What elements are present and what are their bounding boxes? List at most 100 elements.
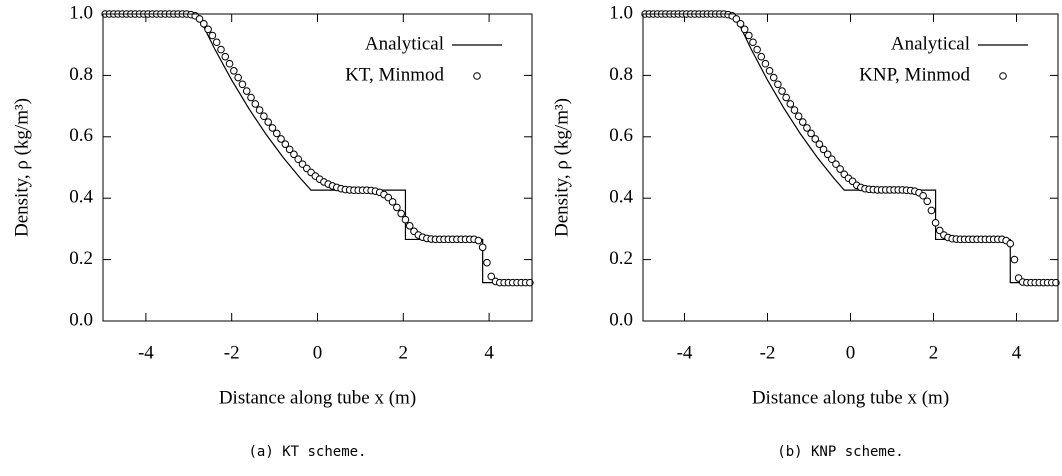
x-tick-label: 2 — [399, 342, 409, 363]
y-tick-label: 0.2 — [69, 248, 93, 269]
data-point — [474, 236, 483, 245]
data-point — [923, 197, 932, 206]
legend-marker — [473, 72, 481, 80]
data-point — [230, 66, 238, 75]
x-tick-label: 0 — [313, 342, 323, 363]
x-tick-label: -2 — [224, 342, 240, 363]
data-point — [290, 150, 298, 159]
data-point — [807, 129, 815, 138]
data-point — [1006, 239, 1015, 248]
data-point — [794, 112, 803, 121]
data-point — [749, 38, 757, 47]
data-point — [931, 218, 940, 227]
data-point — [782, 93, 790, 102]
data-point — [774, 80, 782, 89]
data-point — [247, 93, 255, 102]
data-point — [255, 106, 264, 114]
y-tick-label: 1.0 — [69, 2, 93, 23]
y-tick-label: 0.2 — [609, 248, 633, 269]
data-point — [790, 106, 799, 114]
data-point — [732, 15, 741, 23]
data-point — [786, 100, 795, 108]
y-tick-label: 0.4 — [69, 187, 93, 208]
data-point — [393, 203, 401, 212]
y-axis-label: Density, ρ (kg/m³) — [551, 98, 572, 237]
data-point — [935, 226, 944, 235]
data-point — [285, 145, 294, 154]
caption: (b) KNP scheme. — [777, 444, 903, 460]
data-point — [281, 140, 290, 148]
data-point — [832, 160, 840, 168]
x-axis-label: Distance along tube x (m) — [752, 387, 949, 408]
y-tick-label: 0.6 — [69, 125, 93, 146]
legend-label: KT, Minmod — [345, 64, 444, 85]
y-tick-label: 0.0 — [69, 309, 93, 330]
data-point — [778, 87, 786, 95]
data-point — [478, 243, 487, 252]
data-point — [200, 20, 208, 28]
data-point — [405, 222, 414, 230]
plot-frame — [642, 13, 1059, 322]
data-point — [798, 118, 807, 126]
x-tick-label: -4 — [677, 342, 693, 363]
y-tick-label: 1.0 — [609, 2, 633, 23]
data-point — [757, 52, 766, 61]
y-tick-label: 0.4 — [609, 187, 633, 208]
data-point — [740, 25, 749, 34]
data-point — [388, 198, 397, 206]
x-tick-label: 0 — [846, 342, 856, 363]
data-point — [260, 112, 268, 121]
data-point — [225, 59, 234, 68]
legend-marker — [999, 72, 1007, 80]
data-point — [819, 145, 828, 154]
y-tick-label: 0.0 — [609, 309, 633, 330]
data-point — [483, 258, 491, 267]
data-point — [212, 38, 221, 47]
data-point — [272, 129, 281, 138]
y-tick-label: 0.6 — [609, 125, 633, 146]
data-point — [294, 155, 302, 164]
y-tick-label: 0.8 — [69, 64, 93, 85]
data-point — [397, 209, 405, 218]
data-point — [217, 45, 225, 54]
data-point — [736, 20, 745, 28]
data-point — [836, 165, 844, 173]
data-point — [761, 59, 770, 68]
x-tick-label: -4 — [138, 342, 154, 363]
data-point — [765, 66, 774, 75]
legend-label: Analytical — [891, 33, 970, 54]
legend-label: Analytical — [365, 33, 444, 54]
data-point — [238, 80, 247, 89]
data-point — [487, 272, 496, 281]
x-axis-label: Distance along tube x (m) — [219, 387, 416, 408]
data-point — [811, 135, 820, 143]
data-point — [204, 25, 212, 34]
data-point — [769, 73, 778, 82]
data-point — [277, 135, 285, 143]
data-point — [753, 45, 761, 54]
data-point — [803, 124, 811, 132]
y-tick-label: 0.8 — [609, 64, 633, 85]
data-point — [264, 118, 272, 126]
data-point — [823, 150, 832, 159]
data-point — [208, 31, 217, 40]
legend-label: KNP, Minmod — [859, 64, 970, 85]
data-point — [745, 31, 753, 40]
x-tick-label: 2 — [929, 342, 939, 363]
x-tick-label: 4 — [1012, 342, 1022, 363]
y-axis-label: Density, ρ (kg/m³) — [11, 98, 32, 237]
data-point — [401, 215, 410, 224]
caption: (a) KT scheme. — [248, 444, 366, 460]
data-point — [919, 191, 927, 200]
x-tick-label: 4 — [484, 342, 494, 363]
data-point — [268, 124, 277, 132]
data-point — [221, 52, 230, 61]
data-point — [828, 155, 836, 164]
data-point — [242, 87, 251, 95]
data-point — [234, 73, 242, 82]
plot-frame — [102, 13, 533, 322]
data-point — [815, 140, 824, 148]
data-point — [251, 100, 260, 108]
x-tick-label: -2 — [760, 342, 776, 363]
